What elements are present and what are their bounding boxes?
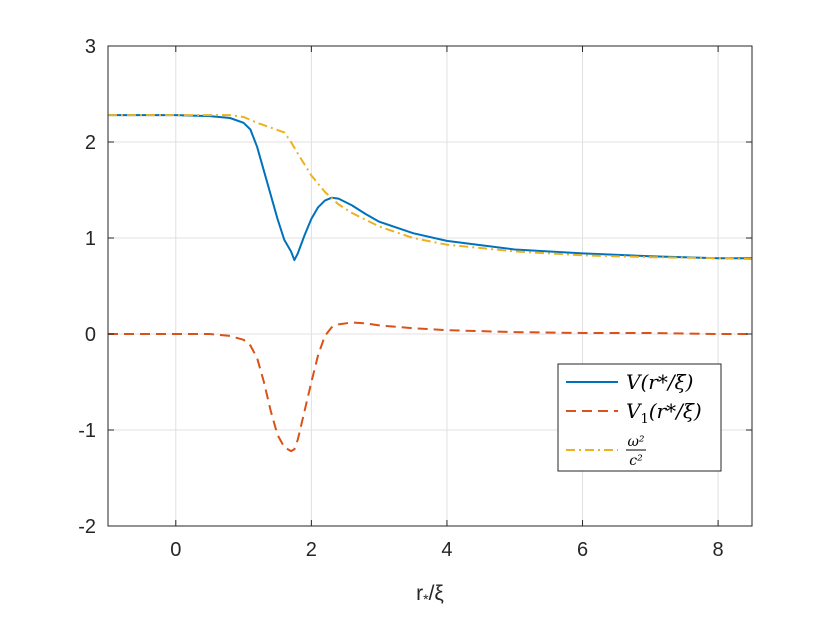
x-tick-label: 2 (306, 539, 317, 561)
x-axis-label-tail: /ξ (429, 582, 444, 605)
legend-label-1: V(r*/ξ) (626, 370, 693, 394)
x-axis-label: r*/ξ (416, 582, 444, 607)
series-line-1 (108, 114, 752, 262)
y-tick-label: 0 (85, 324, 96, 346)
x-tick-label: 8 (713, 539, 724, 561)
ticks: 0 2 4 6 8 -2 -1 0 1 2 3 (78, 36, 752, 561)
series-line-2 (108, 321, 752, 453)
x-tick-label: 6 (577, 539, 588, 561)
y-tick-label: -2 (78, 516, 96, 538)
legend-label-numerator: ω² (627, 434, 644, 450)
x-tick-label: 4 (441, 539, 452, 561)
legend: V(r*/ξ) V1(r*/ξ) ω² c² (557, 363, 722, 472)
x-axis-label-main: r (416, 582, 423, 605)
series-line-3 (108, 114, 753, 261)
y-tick-label: 2 (85, 132, 96, 154)
y-tick-label: 1 (85, 228, 96, 250)
x-tick-label: 0 (170, 539, 181, 561)
x-axis-label-sub: * (423, 591, 429, 607)
plot-frame (107, 45, 753, 527)
y-tick-label: 3 (85, 36, 96, 58)
legend-label-denominator: c² (629, 453, 643, 469)
series-lines (108, 114, 753, 453)
y-tick-label: -1 (78, 420, 96, 442)
legend-entries: V(r*/ξ) V1(r*/ξ) ω² c² (566, 370, 702, 469)
legend-label-2: V1(r*/ξ) (626, 399, 702, 427)
